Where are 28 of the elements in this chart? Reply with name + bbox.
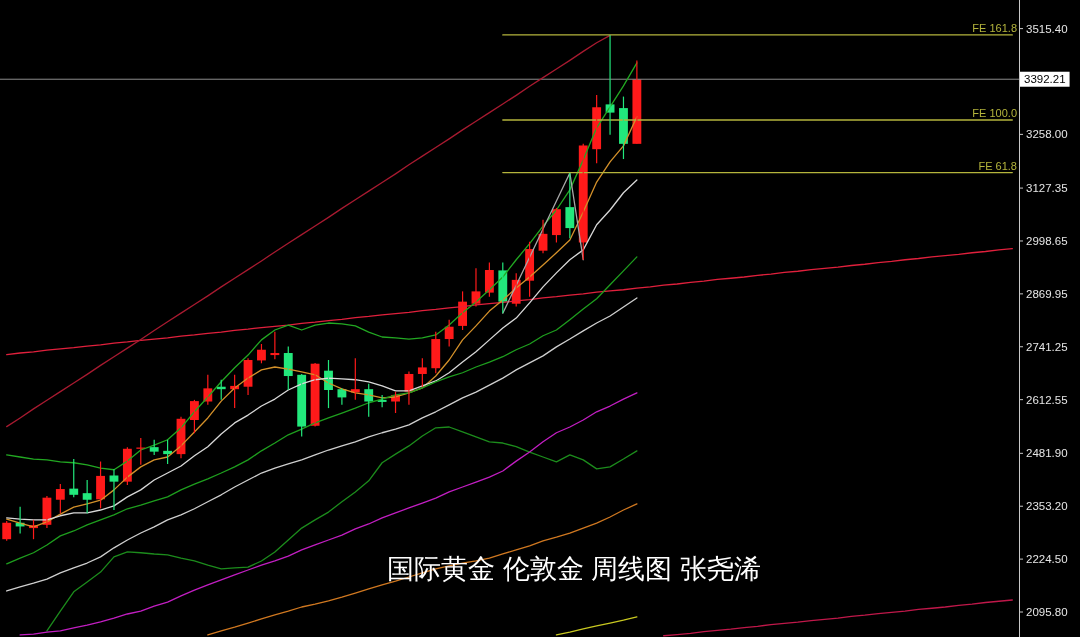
series-label: FE 100.0 [972, 107, 1017, 119]
candlestick [565, 172, 575, 239]
series-label: FE 61.8 [978, 159, 1017, 172]
line-series [6, 34, 611, 428]
line-series [6, 247, 1013, 356]
y-tick-label: 2481.90 [1026, 447, 1068, 460]
y-tick-label: 2353.20 [1026, 500, 1068, 513]
ref-line-label: 3392.21 [1024, 73, 1066, 86]
line-series [6, 62, 638, 471]
y-tick-label: 3258.00 [1026, 128, 1068, 141]
y-tick-label: 2095.80 [1026, 606, 1068, 619]
y-tick-label: 3127.35 [1026, 182, 1068, 195]
line-series [6, 116, 638, 528]
y-tick-label: 3515.40 [1026, 22, 1068, 35]
candlestick [417, 357, 427, 388]
line-series [6, 179, 638, 521]
y-tick-label: 2741.25 [1026, 340, 1068, 353]
series-label: FE 161.8 [972, 21, 1017, 34]
line-series [555, 616, 638, 636]
candlestick [55, 483, 65, 514]
candlestick [82, 479, 92, 514]
y-tick-label: 2224.50 [1026, 553, 1068, 566]
line-series [502, 172, 584, 314]
candlestick [431, 331, 441, 374]
line-series [663, 599, 1013, 637]
y-tick-label: 2869.95 [1026, 287, 1068, 300]
y-tick-label: 2612.55 [1026, 393, 1068, 406]
y-tick-label: 2998.65 [1026, 234, 1068, 247]
